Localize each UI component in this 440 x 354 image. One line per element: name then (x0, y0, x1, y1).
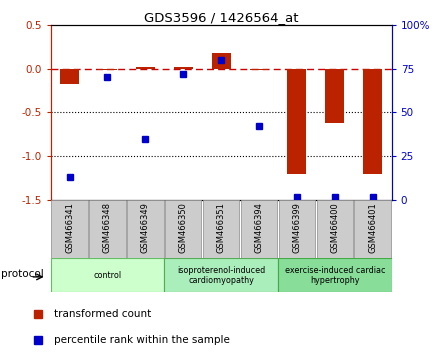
Bar (203, 200, 239, 258)
Text: GSM466341: GSM466341 (65, 202, 74, 253)
Text: transformed count: transformed count (54, 309, 151, 320)
Text: exercise-induced cardiac
hypertrophy: exercise-induced cardiac hypertrophy (285, 266, 385, 285)
Bar (51, 200, 88, 258)
Bar (89, 200, 126, 258)
Text: GSM466350: GSM466350 (179, 202, 188, 253)
Bar (136, 67, 155, 69)
Bar (278, 258, 392, 292)
Bar (127, 200, 164, 258)
Text: GSM466351: GSM466351 (216, 202, 226, 253)
Text: isoproterenol-induced
cardiomyopathy: isoproterenol-induced cardiomyopathy (177, 266, 265, 285)
Bar (325, 69, 344, 123)
Bar (51, 258, 164, 292)
Text: GSM466401: GSM466401 (368, 202, 377, 252)
Bar (164, 258, 278, 292)
Bar (317, 200, 353, 258)
Title: GDS3596 / 1426564_at: GDS3596 / 1426564_at (144, 11, 298, 24)
Text: GSM466394: GSM466394 (254, 202, 264, 253)
Text: control: control (93, 271, 121, 280)
Text: GSM466399: GSM466399 (292, 202, 301, 253)
Bar (249, 69, 268, 70)
Bar (174, 67, 193, 69)
Text: GSM466349: GSM466349 (141, 202, 150, 253)
Text: GSM466400: GSM466400 (330, 202, 339, 252)
Bar (241, 200, 277, 258)
Bar (287, 69, 306, 174)
Bar (279, 200, 315, 258)
Bar (165, 200, 202, 258)
Bar (60, 69, 79, 84)
Bar (212, 53, 231, 69)
Bar (98, 69, 117, 70)
Bar (355, 200, 391, 258)
Bar (363, 69, 382, 174)
Text: protocol: protocol (1, 269, 44, 279)
Text: GSM466348: GSM466348 (103, 202, 112, 253)
Text: percentile rank within the sample: percentile rank within the sample (54, 335, 230, 345)
